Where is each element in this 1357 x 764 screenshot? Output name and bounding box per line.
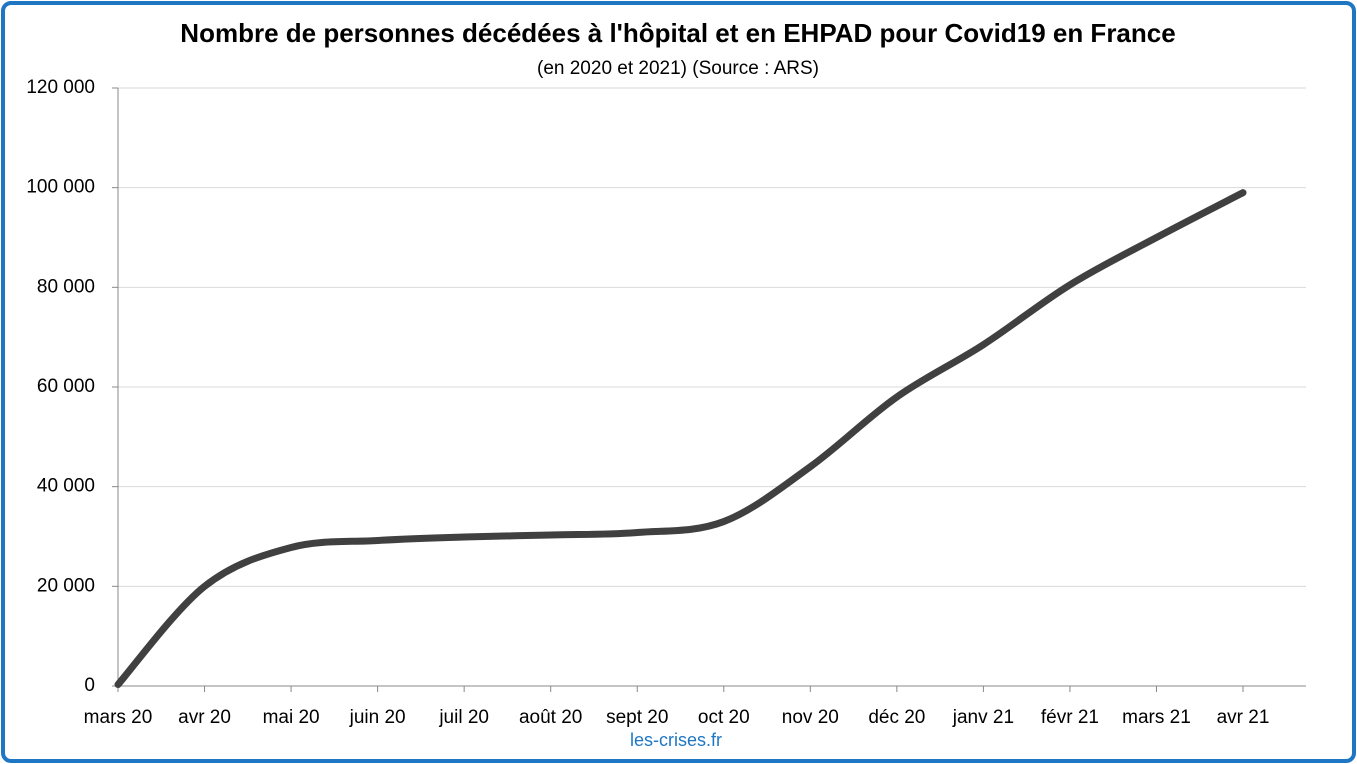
- x-tick-label: févr 21: [1041, 707, 1099, 728]
- x-tick-label: avr 21: [1217, 707, 1270, 728]
- y-tick-label: 40 000: [37, 476, 95, 497]
- x-tick-label: août 20: [519, 707, 582, 728]
- x-tick-label: oct 20: [698, 707, 750, 728]
- x-tick-label: nov 20: [782, 707, 839, 728]
- y-tick-label: 60 000: [37, 376, 95, 397]
- source: les-crises.fr: [630, 730, 722, 750]
- x-tick-label: juil 20: [438, 707, 489, 728]
- x-tick-label: mars 20: [84, 707, 153, 728]
- line: [114, 189, 1247, 689]
- y-tick-label: 120 000: [26, 77, 95, 98]
- y-tick-label: 0: [84, 675, 95, 696]
- x-tick-label: mars 21: [1122, 707, 1191, 728]
- y-tick-label: 20 000: [37, 575, 95, 596]
- x-tick-label: mai 20: [263, 707, 320, 728]
- x-tick-label: janv 21: [952, 707, 1014, 728]
- x-tick-label: déc 20: [868, 707, 925, 728]
- y-tick-label: 100 000: [26, 177, 95, 198]
- x-tick-label: avr 20: [178, 707, 231, 728]
- chart-subtitle: (en 2020 et 2021) (Source : ARS): [537, 58, 819, 79]
- y-tick-label: 80 000: [37, 276, 95, 297]
- chart-title: Nombre de personnes décédées à l'hôpital…: [180, 18, 1175, 48]
- x-tick-label: juin 20: [349, 707, 406, 728]
- x-tick-label: sept 20: [606, 707, 668, 728]
